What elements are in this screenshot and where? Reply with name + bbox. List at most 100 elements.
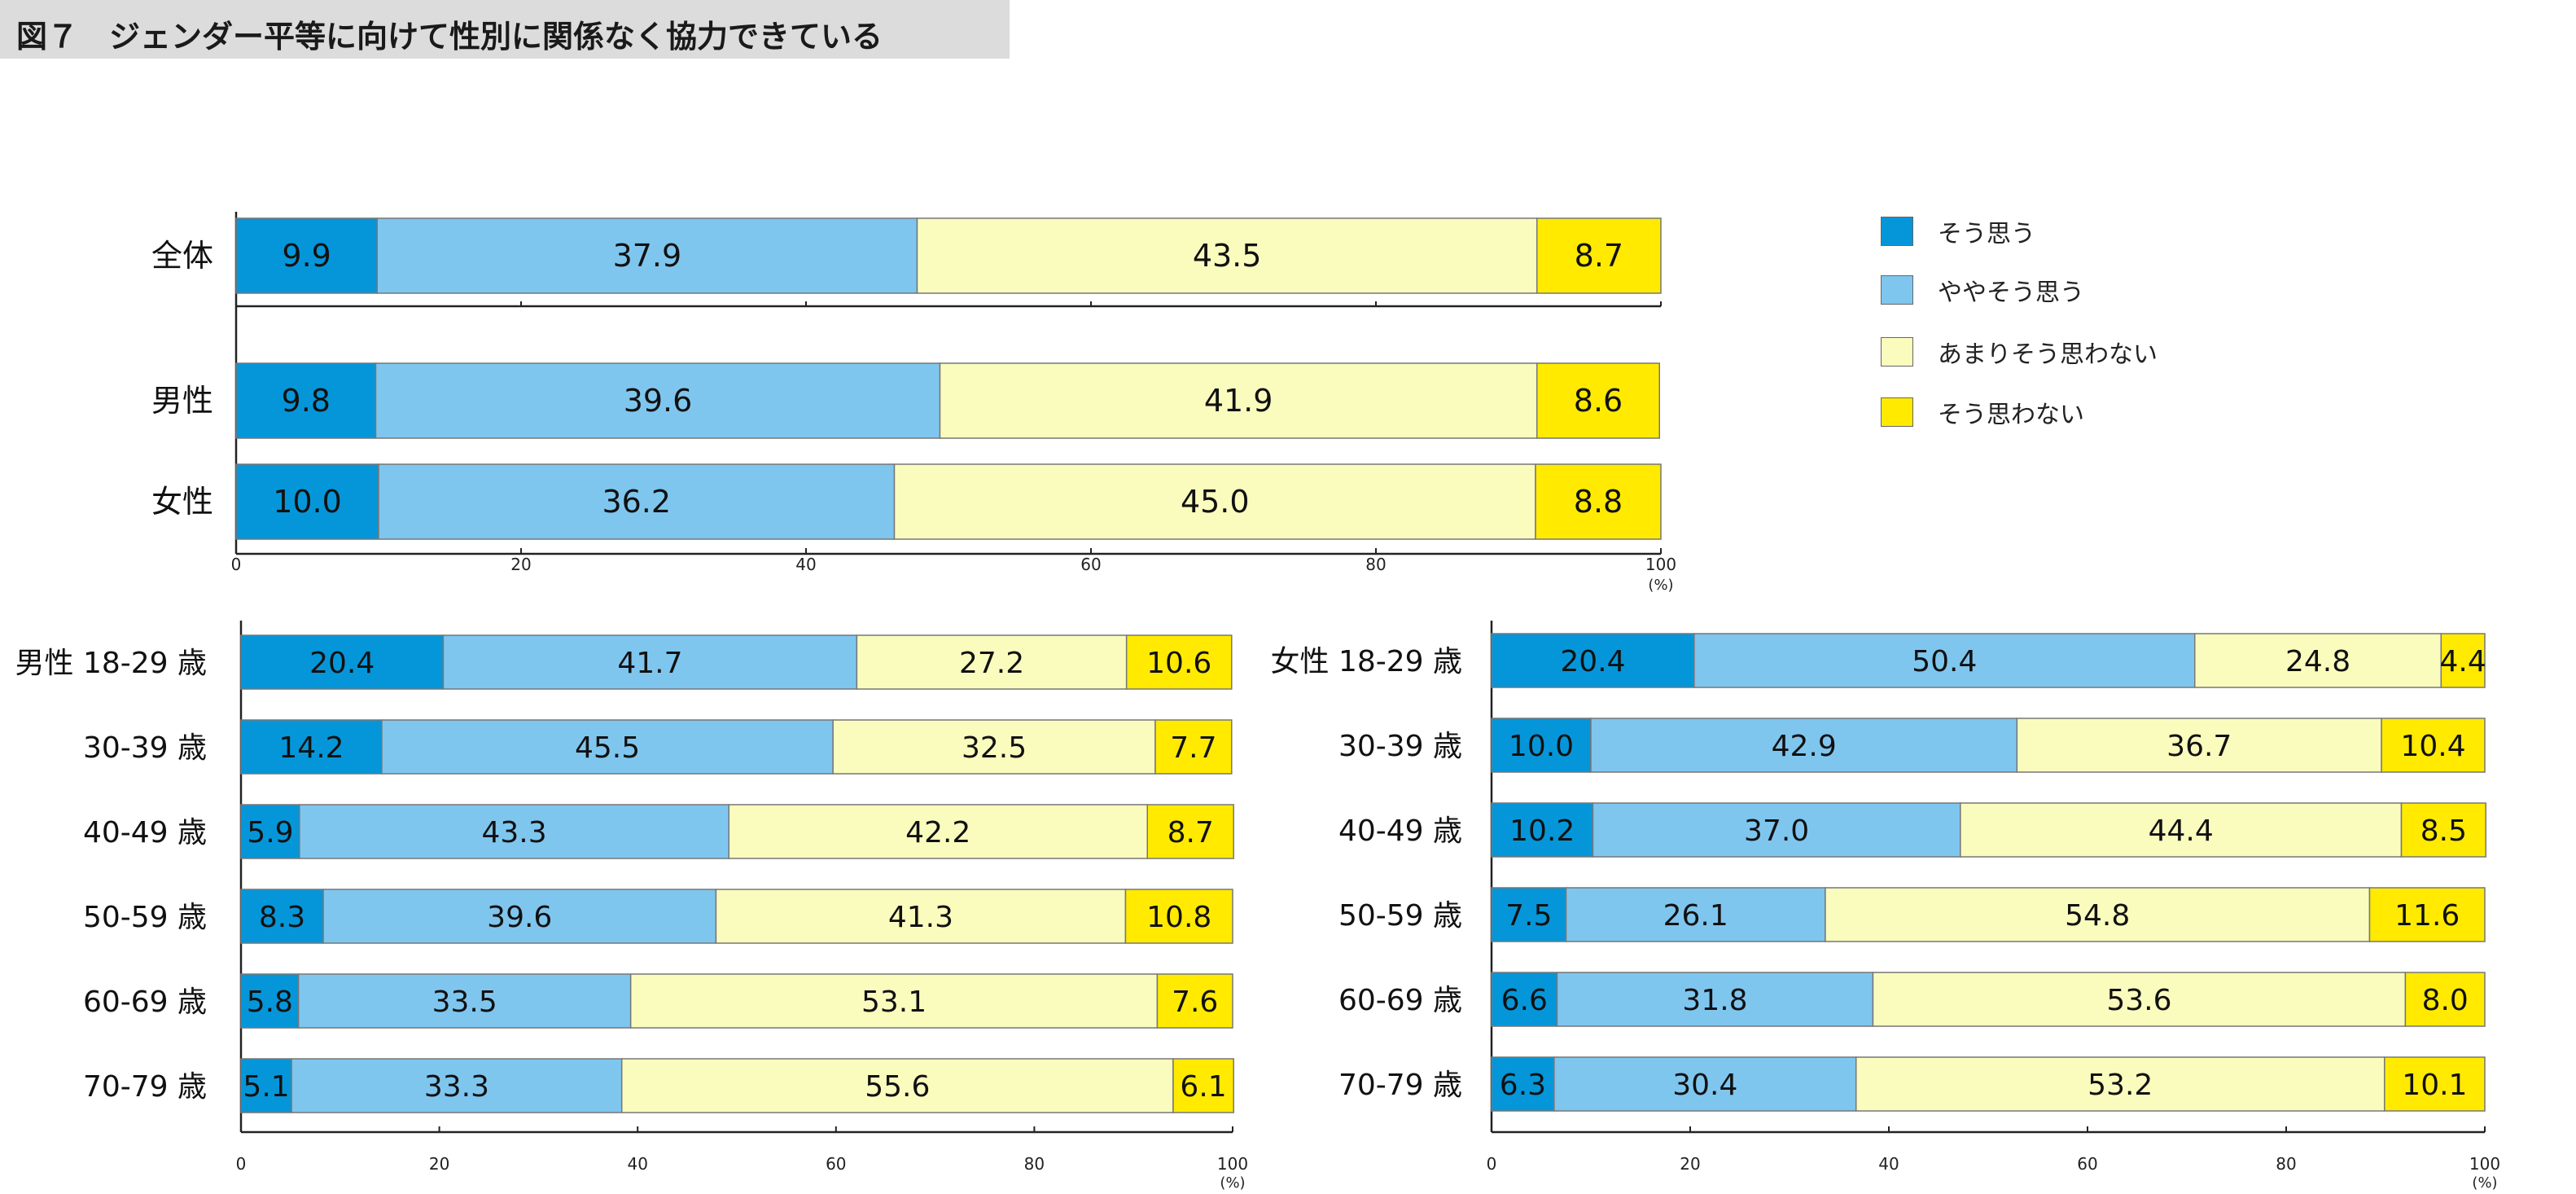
panel1-bar-1-seg-0 [235,362,377,439]
panel3-value-label-4-1: 31.8 [1682,984,1747,1017]
panel2-bar-1-seg-3 [1154,719,1233,775]
panel1-bar-2-seg-3 [1535,463,1662,540]
panel3-category-label-1: 30-39 歳 [1338,730,1462,763]
panel2-value-label-5-1: 33.3 [424,1070,489,1104]
panel3-value-label-4-2: 53.6 [2106,984,2171,1017]
panel2-value-label-0-0: 20.4 [309,647,375,680]
panel3-unit-label: (%) [2472,1174,2497,1192]
panel1-value-label-2-1: 36.2 [602,484,671,520]
panel3-value-label-5-0: 6.3 [1500,1069,1546,1102]
panel1-tick-label-1: 20 [510,555,531,574]
panel2-bar-4-seg-1 [297,973,632,1029]
panel1-value-label-1-2: 41.9 [1204,383,1273,419]
panel1-category-label-0: 全体 [151,238,213,274]
panel1-tick-label-0: 0 [231,555,242,574]
panel2-bar-5-seg-0 [240,1058,292,1113]
panel3-bar-5-seg-0 [1491,1056,1555,1112]
legend-swatch-1 [1881,217,1913,246]
legend-label-1: そう思う [1938,220,2035,248]
panel2-value-label-3-3: 10.8 [1146,901,1211,934]
panel3-value-label-3-3: 11.6 [2394,899,2460,933]
panel1-bar-0-seg-2 [916,217,1538,294]
panel3-bar-5-seg-2 [1855,1056,2385,1112]
panel2-value-label-5-2: 55.6 [865,1070,930,1104]
panel2-value-label-0-3: 10.6 [1146,647,1211,680]
panel1-unit-label: (%) [1648,577,1673,594]
panel1-bar-2-seg-2 [893,463,1536,540]
panel2-bar-0-seg-2 [856,634,1128,690]
panel3-bar-2-seg-1 [1592,802,1961,858]
legend-swatch-4 [1881,397,1913,427]
panel1-value-label-1-3: 8.6 [1574,383,1623,419]
panel1-tick-label-2: 40 [795,555,816,574]
panel3-category-label-0: 女性 18-29 歳 [1271,645,1463,678]
panel3-value-label-0-3: 4.4 [2440,645,2486,678]
panel3-bar-3-seg-2 [1825,887,2371,942]
legend-item-4: そう思わない [1881,394,2084,430]
panel2-value-label-2-3: 8.7 [1168,816,1214,849]
legend-label-3: あまりそう思わない [1938,340,2158,369]
panel3-bar-4-seg-3 [2404,972,2486,1027]
panel3-bar-0-seg-0 [1491,633,1695,688]
panel2-bar-1-seg-1 [381,719,834,775]
panel1-value-label-2-2: 45.0 [1181,484,1250,520]
panel2-value-label-0-1: 41.7 [617,647,682,680]
panel3-bar-4-seg-0 [1491,972,1558,1027]
panel3-value-label-4-0: 6.6 [1501,984,1548,1017]
legend-label-2: ややそう思う [1938,279,2084,307]
panel3-value-label-2-2: 44.4 [2149,814,2214,848]
panel2-category-label-2: 40-49 歳 [83,816,207,849]
legend-swatch-3 [1881,337,1913,367]
panel2-bar-3-seg-3 [1124,889,1233,944]
panel2-value-label-1-3: 7.7 [1170,731,1216,765]
panel3-tick-label-1: 20 [1680,1154,1700,1174]
panel1-bar-1-seg-3 [1536,362,1660,439]
panel3-bar-2-seg-2 [1960,802,2403,858]
panel3-tick-label-2: 40 [1878,1154,1899,1174]
panel1-value-label-1-1: 39.6 [624,383,693,419]
figure-title-bar: 図７ ジェンダー平等に向けて性別に関係なく協力できている [0,0,1010,59]
panel3-value-label-5-1: 30.4 [1672,1069,1737,1102]
panel3-value-label-4-3: 8.0 [2422,984,2469,1017]
panel1-category-label-2: 女性 [151,484,213,520]
legend-item-3: あまりそう思わない [1881,334,2158,370]
panel2-bar-4-seg-3 [1156,973,1233,1029]
panel2-value-label-5-0: 5.1 [243,1070,289,1104]
panel2-tick-label-3: 60 [826,1154,846,1174]
panel2-category-label-1: 30-39 歳 [83,731,207,765]
panel2-bar-0-seg-1 [442,634,858,690]
panel3-bar-4-seg-2 [1872,972,2407,1027]
panel2-category-label-4: 60-69 歳 [83,985,207,1019]
panel3-value-label-2-3: 8.5 [2420,814,2467,848]
panel3-value-label-1-2: 36.7 [2166,730,2232,763]
panel3-category-label-4: 60-69 歳 [1338,984,1462,1017]
panel3-tick-label-5: 100 [2469,1154,2500,1174]
panel2-value-label-4-1: 33.5 [432,985,497,1019]
panel1-value-label-0-2: 43.5 [1193,238,1262,274]
panel2-category-label-5: 70-79 歳 [83,1070,207,1104]
panel3-value-label-1-3: 10.4 [2400,730,2465,763]
panel1-tick-label-5: 100 [1645,555,1676,574]
figure-title: 図７ ジェンダー平等に向けて性別に関係なく協力できている [16,19,883,55]
panel3-bar-0-seg-1 [1693,633,2196,688]
panel1-bar-2-seg-1 [378,463,896,540]
panel2-bar-1-seg-2 [832,719,1156,775]
panel3-bar-2-seg-0 [1491,802,1594,858]
panel3-value-label-3-1: 26.1 [1663,899,1728,933]
panel3-bar-4-seg-1 [1556,972,1874,1027]
panel3-value-label-3-2: 54.8 [2065,899,2130,933]
panel3-bar-1-seg-1 [1590,718,2018,773]
panel2-value-label-1-1: 45.5 [575,731,640,765]
panel3-bar-1-seg-2 [2016,718,2382,773]
panel3-category-label-5: 70-79 歳 [1338,1069,1462,1102]
panel2-bar-4-seg-0 [240,973,300,1029]
panel3-value-label-3-0: 7.5 [1505,899,1552,933]
panel3-bar-2-seg-3 [2400,802,2486,858]
legend-item-1: そう思う [1881,213,2035,249]
panel2-bar-0-seg-3 [1125,634,1233,690]
panel2-value-label-4-3: 7.6 [1172,985,1218,1019]
panel1-bar-2-seg-0 [235,463,379,540]
panel2-bar-3-seg-2 [715,889,1127,944]
panel2-value-label-2-1: 43.3 [481,816,546,849]
panel2-value-label-3-0: 8.3 [259,901,305,934]
